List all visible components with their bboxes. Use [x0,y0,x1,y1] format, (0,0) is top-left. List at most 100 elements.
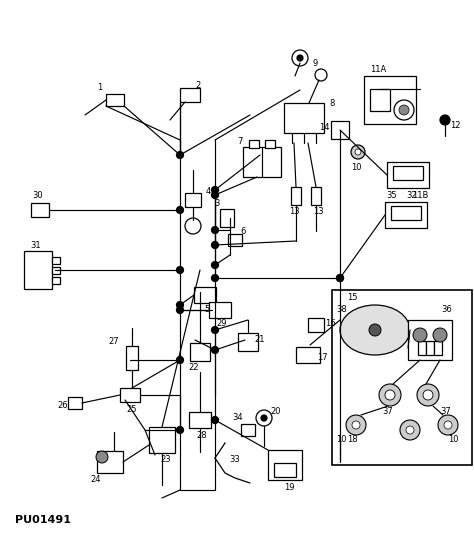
Circle shape [417,384,439,406]
Bar [194,287,216,303]
Bar [311,187,321,205]
Circle shape [211,192,219,198]
Circle shape [176,307,183,314]
Bar [243,147,281,177]
Bar [284,103,324,133]
Text: 4: 4 [205,187,210,196]
Circle shape [176,151,183,158]
Bar [334,431,346,449]
Text: 25: 25 [127,404,137,414]
Bar [370,89,390,111]
Text: 29: 29 [217,319,227,328]
Bar [180,88,200,102]
Text: 3: 3 [214,198,219,208]
Bar [434,341,442,355]
Text: 24: 24 [91,476,101,485]
Text: 22: 22 [189,363,199,372]
Text: 30: 30 [33,192,43,201]
Circle shape [292,50,308,66]
Bar [52,277,60,284]
Text: PU01491: PU01491 [15,515,71,525]
Circle shape [438,415,458,435]
Circle shape [176,426,183,433]
Text: 9: 9 [312,58,318,67]
Text: 37: 37 [441,407,451,416]
Bar [291,187,301,205]
Text: 31: 31 [31,241,41,249]
Text: 15: 15 [347,293,357,302]
Circle shape [261,415,267,421]
Circle shape [176,266,183,273]
Text: 5: 5 [204,304,210,314]
Circle shape [346,415,366,435]
Bar [274,463,296,477]
Circle shape [352,421,360,429]
Circle shape [211,274,219,281]
Circle shape [337,317,344,324]
Circle shape [176,356,183,363]
Circle shape [385,390,395,400]
Bar [426,341,434,355]
Bar [418,341,426,355]
Bar [268,450,302,480]
Bar [387,162,429,188]
Circle shape [394,100,414,120]
Bar [97,451,123,473]
Text: 10: 10 [351,164,361,172]
Text: 18: 18 [346,435,357,445]
Circle shape [355,149,361,155]
Text: 26: 26 [58,401,68,409]
Circle shape [211,347,219,354]
Bar [393,166,423,180]
Circle shape [351,145,365,159]
Bar [265,140,275,148]
Text: 8: 8 [329,98,335,108]
Text: 17: 17 [317,353,328,362]
Text: 14: 14 [319,124,329,133]
Circle shape [256,410,272,426]
Text: 27: 27 [109,338,119,347]
Bar [228,234,242,246]
Ellipse shape [340,305,410,355]
Circle shape [185,218,201,234]
Bar [220,209,234,227]
Text: 36: 36 [442,305,452,315]
Text: 16: 16 [325,318,335,327]
Bar [149,427,175,453]
Bar [120,388,140,402]
Bar [189,412,211,428]
Text: 37: 37 [383,407,393,416]
Bar [296,347,320,363]
Text: 38: 38 [337,305,347,315]
Circle shape [369,324,381,336]
Bar [106,94,124,106]
Circle shape [96,451,108,463]
Circle shape [211,326,219,333]
Circle shape [211,187,219,194]
Circle shape [423,390,433,400]
Circle shape [315,69,327,81]
Text: 13: 13 [289,208,299,217]
Bar [391,206,421,220]
Bar [364,76,416,124]
Text: 1: 1 [97,83,103,93]
Circle shape [444,421,452,429]
Circle shape [176,302,183,309]
Text: 19: 19 [284,483,294,492]
Circle shape [379,384,401,406]
Circle shape [413,328,427,342]
Bar [308,318,324,332]
Text: 33: 33 [229,455,240,464]
Bar [241,424,255,436]
Circle shape [406,426,414,434]
Text: 11A: 11A [370,65,386,74]
Text: 12: 12 [450,121,460,131]
Bar [249,140,259,148]
Circle shape [211,417,219,424]
Circle shape [400,420,420,440]
Text: 34: 34 [233,414,243,423]
Circle shape [297,55,303,61]
Text: 6: 6 [240,227,246,236]
Circle shape [337,274,344,281]
Bar [31,203,49,217]
